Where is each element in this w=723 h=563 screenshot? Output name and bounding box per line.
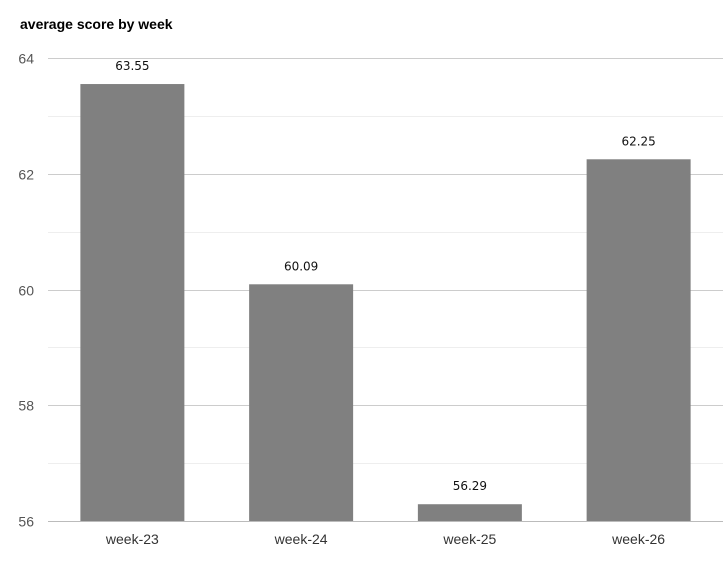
y-tick-label: 60: [18, 283, 34, 299]
y-tick-label: 62: [18, 167, 34, 183]
bar: [80, 84, 185, 521]
y-tick-label: 58: [18, 398, 34, 414]
data-label: 60.09: [284, 259, 318, 273]
data-label: 62.25: [621, 134, 655, 148]
bar: [417, 504, 522, 521]
chart-title: average score by week: [20, 16, 173, 32]
x-tick-label: week-23: [105, 531, 159, 547]
y-tick-label: 64: [18, 51, 34, 67]
y-tick-label: 56: [18, 514, 34, 530]
bar: [249, 284, 354, 521]
x-tick-label: week-25: [442, 531, 496, 547]
data-label: 63.55: [115, 59, 149, 73]
x-tick-label: week-26: [611, 531, 665, 547]
bar: [586, 159, 691, 521]
data-label: 56.29: [453, 479, 487, 493]
x-tick-label: week-24: [274, 531, 328, 547]
